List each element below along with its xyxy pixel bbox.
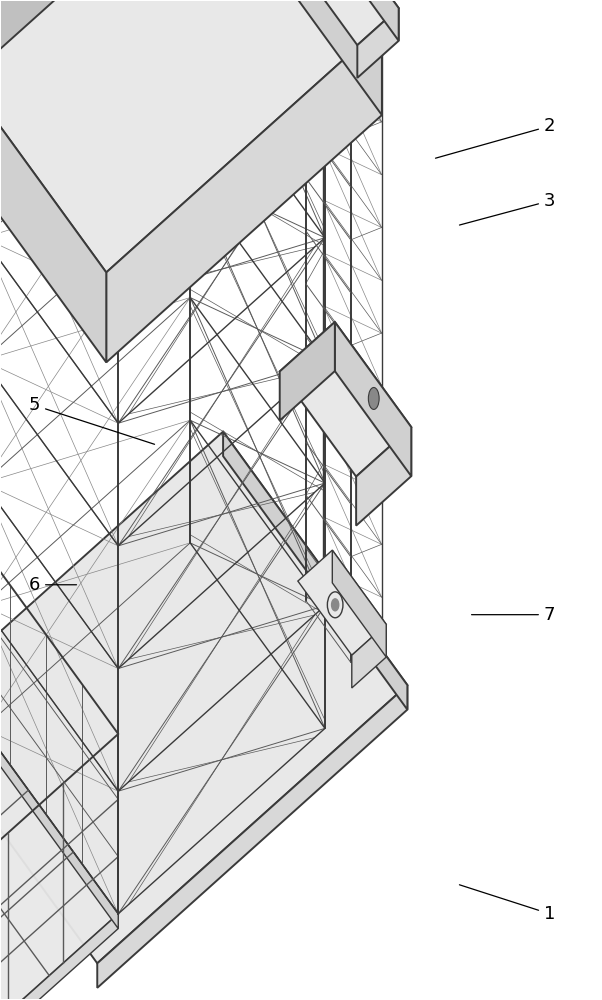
Polygon shape — [280, 322, 411, 477]
Polygon shape — [0, 25, 106, 362]
Text: 1: 1 — [459, 885, 556, 923]
Text: 6: 6 — [29, 576, 76, 594]
Polygon shape — [153, 617, 181, 654]
Polygon shape — [98, 685, 408, 988]
Polygon shape — [285, 0, 399, 45]
Polygon shape — [98, 895, 116, 932]
Polygon shape — [0, 716, 118, 1000]
Text: 7: 7 — [471, 606, 556, 624]
Polygon shape — [261, 765, 288, 802]
Polygon shape — [223, 432, 408, 710]
Polygon shape — [0, 716, 118, 929]
Polygon shape — [116, 895, 144, 932]
Polygon shape — [0, 747, 8, 784]
Text: 3: 3 — [459, 192, 556, 225]
Circle shape — [332, 599, 339, 611]
Polygon shape — [356, 427, 411, 526]
Polygon shape — [327, 0, 399, 41]
Polygon shape — [135, 617, 153, 654]
Polygon shape — [202, 0, 382, 115]
Polygon shape — [280, 322, 335, 421]
Polygon shape — [332, 550, 386, 657]
Text: 2: 2 — [435, 117, 556, 158]
Polygon shape — [243, 765, 261, 802]
Polygon shape — [352, 624, 386, 688]
Polygon shape — [358, 8, 399, 78]
Ellipse shape — [368, 387, 379, 409]
Polygon shape — [335, 322, 411, 476]
Polygon shape — [0, 0, 382, 272]
Polygon shape — [298, 550, 386, 655]
Polygon shape — [0, 0, 202, 115]
Polygon shape — [0, 914, 118, 1000]
Polygon shape — [8, 747, 36, 784]
Polygon shape — [0, 432, 408, 963]
Polygon shape — [106, 25, 382, 362]
Text: 5: 5 — [29, 396, 155, 444]
